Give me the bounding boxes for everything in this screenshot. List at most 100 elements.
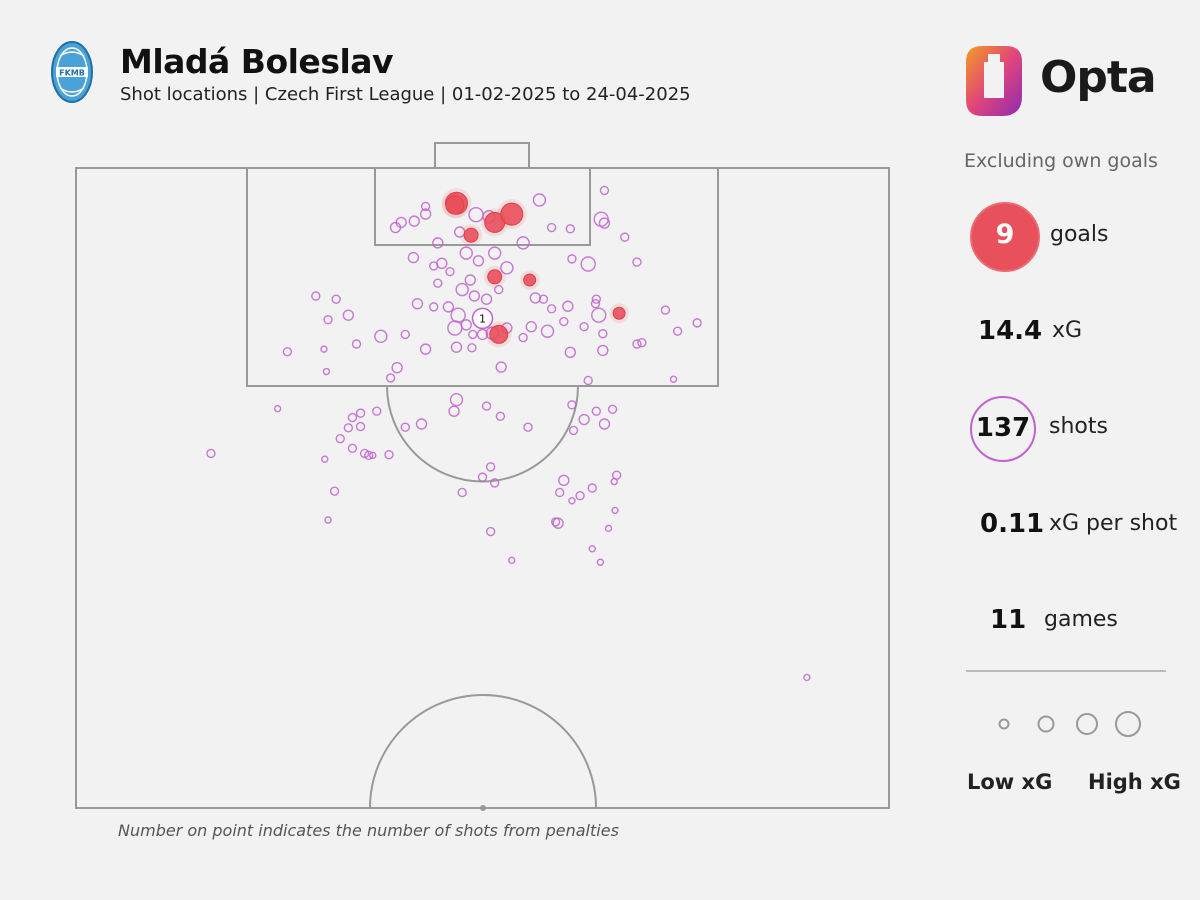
shot-point-42 bbox=[460, 319, 472, 331]
shot-point-56 bbox=[692, 318, 702, 328]
shot-point-71 bbox=[322, 367, 331, 376]
shot-point-50 bbox=[540, 324, 555, 338]
shot-point-24 bbox=[567, 254, 577, 264]
shot-point-83 bbox=[400, 422, 410, 432]
shot-point-53 bbox=[591, 307, 607, 323]
shot-point-57 bbox=[672, 326, 683, 336]
badge-text: FKMB bbox=[59, 69, 85, 78]
shot-point-67 bbox=[342, 309, 355, 321]
xg-per-shot-label: xG per shot bbox=[1049, 511, 1178, 536]
goal-point-8 bbox=[489, 324, 509, 344]
shot-point-112 bbox=[558, 474, 570, 487]
shot-point-82 bbox=[415, 418, 428, 430]
club-badge-icon: FKMB bbox=[51, 41, 93, 103]
shot-point-125 bbox=[508, 556, 516, 565]
shot-point-13 bbox=[598, 217, 611, 229]
shot-point-29 bbox=[455, 282, 469, 297]
shots-value: 137 bbox=[975, 413, 1031, 443]
shot-point-81 bbox=[481, 401, 492, 411]
goal-point-5 bbox=[487, 269, 503, 285]
shot-point-55 bbox=[632, 339, 642, 349]
shot-point-34 bbox=[546, 304, 557, 314]
goal-point-7 bbox=[612, 306, 626, 320]
shot-point-63 bbox=[374, 329, 388, 344]
shot-point-86 bbox=[347, 412, 358, 423]
shots-layer bbox=[206, 185, 811, 682]
shot-point-4 bbox=[419, 208, 432, 220]
shot-point-109 bbox=[477, 472, 488, 482]
shot-point-93 bbox=[369, 451, 377, 460]
xg-per-shot-value: 0.11 bbox=[980, 509, 1045, 539]
shot-point-122 bbox=[552, 517, 564, 529]
goals-badge: 9 bbox=[970, 202, 1040, 272]
shot-point-20 bbox=[472, 255, 485, 267]
shot-point-51 bbox=[559, 316, 569, 327]
shot-point-43 bbox=[447, 320, 463, 336]
goal-point-6 bbox=[523, 273, 537, 287]
shot-point-37 bbox=[591, 294, 602, 304]
shot-point-7 bbox=[389, 221, 402, 234]
legend-high-label: High xG bbox=[1088, 770, 1181, 794]
shot-point-39 bbox=[429, 302, 439, 312]
legend-size-1 bbox=[998, 718, 1010, 730]
shot-point-72 bbox=[564, 346, 577, 359]
shot-point-54 bbox=[598, 329, 608, 339]
shot-point-23 bbox=[580, 256, 596, 272]
shot-point-107 bbox=[583, 375, 593, 386]
shot-point-27 bbox=[464, 274, 477, 286]
shot-point-44 bbox=[468, 329, 478, 340]
shot-point-2 bbox=[532, 193, 547, 207]
legend-size-2 bbox=[1037, 715, 1055, 733]
shot-point-131 bbox=[538, 294, 549, 304]
shot-point-25 bbox=[632, 257, 642, 267]
shots-badge: 137 bbox=[970, 396, 1036, 462]
brand-name: Opta bbox=[1040, 52, 1157, 103]
shot-point-85 bbox=[355, 408, 366, 418]
shot-point-36 bbox=[590, 298, 601, 309]
shot-point-123 bbox=[485, 526, 496, 537]
centre-spot bbox=[480, 805, 486, 811]
shot-point-126 bbox=[596, 558, 605, 566]
shot-point-40 bbox=[442, 301, 455, 313]
penalty-count: 1 bbox=[479, 312, 486, 325]
shot-point-79 bbox=[449, 392, 464, 407]
legend-size-4 bbox=[1115, 711, 1141, 737]
pitch-lines bbox=[75, 142, 890, 811]
shot-point-52 bbox=[579, 322, 589, 332]
goals-value: 9 bbox=[995, 219, 1015, 250]
shot-point-88 bbox=[335, 434, 345, 444]
stats-note: Excluding own goals bbox=[964, 150, 1158, 172]
shot-point-129 bbox=[432, 237, 444, 249]
legend-size-3 bbox=[1076, 713, 1098, 735]
games-value: 11 bbox=[990, 605, 1027, 635]
shot-point-28 bbox=[433, 278, 443, 288]
shot-point-97 bbox=[329, 486, 340, 496]
page-subtitle: Shot locations | Czech First League | 01… bbox=[120, 84, 691, 105]
footnote: Number on point indicates the number of … bbox=[118, 821, 619, 840]
shot-point-113 bbox=[555, 487, 565, 498]
shot-point-62 bbox=[400, 329, 410, 340]
shot-point-35 bbox=[562, 300, 574, 312]
shot-point-58 bbox=[660, 305, 671, 315]
shot-point-41 bbox=[450, 307, 466, 323]
xg-value: 14.4 bbox=[978, 316, 1043, 346]
games-label: games bbox=[1044, 607, 1118, 632]
goal bbox=[434, 142, 530, 169]
penalty-arc bbox=[386, 385, 579, 483]
shot-point-0 bbox=[468, 207, 484, 223]
shot-map: 1 bbox=[75, 142, 890, 811]
shot-point-101 bbox=[568, 425, 579, 436]
xg-label: xG bbox=[1052, 318, 1083, 343]
shot-point-75 bbox=[669, 375, 678, 383]
shot-point-120 bbox=[604, 524, 613, 533]
shot-point-3 bbox=[599, 185, 610, 196]
shot-point-30 bbox=[468, 290, 481, 302]
shot-point-70 bbox=[282, 346, 293, 357]
shot-point-32 bbox=[494, 284, 504, 295]
shot-point-45 bbox=[476, 328, 489, 341]
shot-point-92 bbox=[384, 450, 394, 460]
penalty-layer: 1 bbox=[471, 307, 494, 330]
shot-point-94 bbox=[273, 404, 282, 413]
shot-point-21 bbox=[487, 246, 502, 260]
shot-point-98 bbox=[324, 516, 332, 524]
